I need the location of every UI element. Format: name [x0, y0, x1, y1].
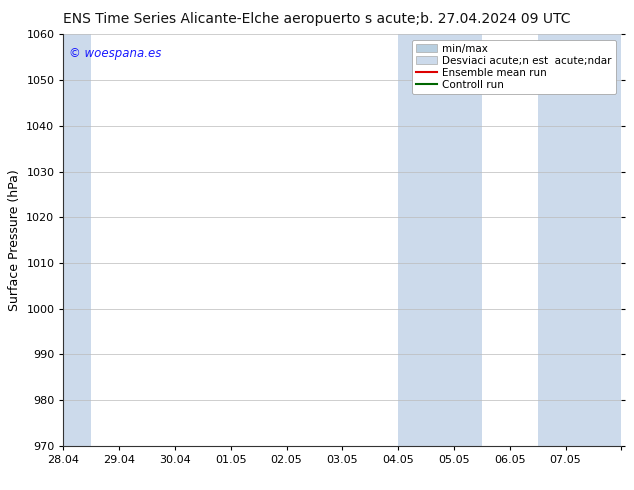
Bar — [63, 34, 91, 446]
Text: ENS Time Series Alicante-Elche aeropuerto: ENS Time Series Alicante-Elche aeropuert… — [63, 12, 361, 26]
Text: © woespana.es: © woespana.es — [69, 47, 162, 60]
Y-axis label: Surface Pressure (hPa): Surface Pressure (hPa) — [8, 169, 21, 311]
Bar — [538, 34, 621, 446]
Bar — [398, 34, 482, 446]
Text: s acute;b. 27.04.2024 09 UTC: s acute;b. 27.04.2024 09 UTC — [365, 12, 571, 26]
Legend: min/max, Desviaci acute;n est  acute;ndar, Ensemble mean run, Controll run: min/max, Desviaci acute;n est acute;ndar… — [412, 40, 616, 94]
